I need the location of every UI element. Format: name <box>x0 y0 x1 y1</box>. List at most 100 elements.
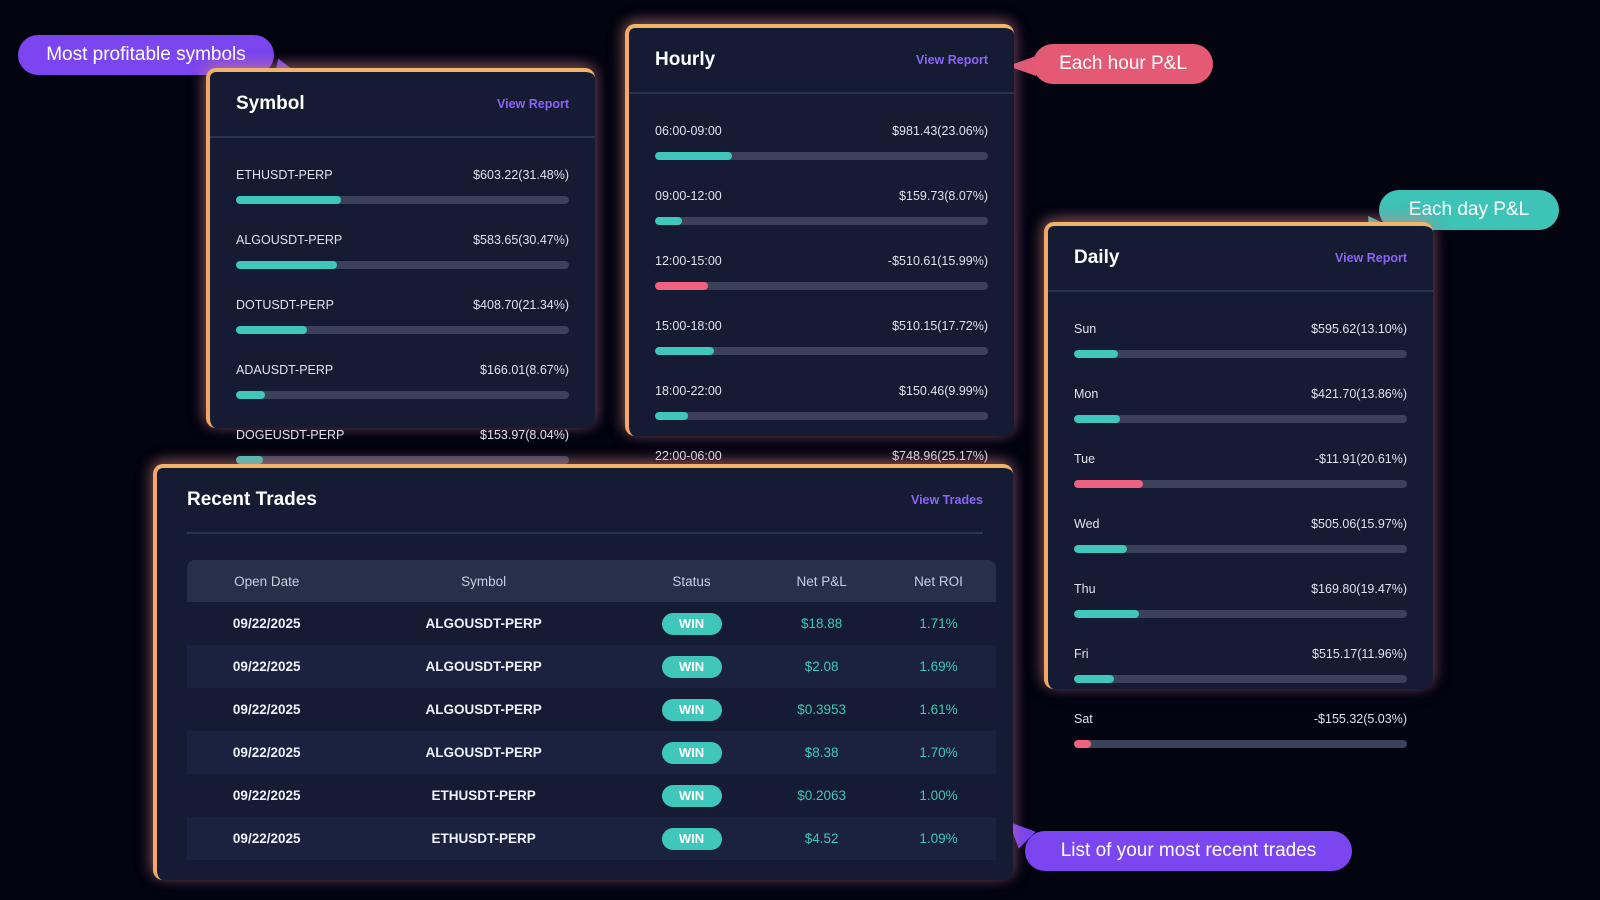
row-value: $603.22(31.48%) <box>473 168 569 182</box>
list-item: Wed $505.06(15.97%) <box>1074 511 1407 553</box>
row-top: 06:00-09:00 $981.43(23.06%) <box>655 118 988 138</box>
progress-bar <box>1074 610 1407 618</box>
list-item: DOGEUSDT-PERP $153.97(8.04%) <box>236 422 569 464</box>
progress-fill <box>236 196 341 204</box>
net-roi-cell: 1.00% <box>919 788 958 803</box>
progress-fill <box>655 217 682 225</box>
list-item: 06:00-09:00 $981.43(23.06%) <box>655 118 988 160</box>
view-report-link[interactable]: View Report <box>1334 251 1407 265</box>
progress-bar <box>1074 740 1407 748</box>
recent-trades-header: Recent Trades View Trades <box>187 468 983 534</box>
row-value: $408.70(21.34%) <box>473 298 569 312</box>
row-top: 18:00-22:00 $150.46(9.99%) <box>655 378 988 398</box>
row-value: -$11.91(20.61%) <box>1314 452 1407 466</box>
progress-fill <box>655 152 732 160</box>
symbol-card: Symbol View Report ETHUSDT-PERP $603.22(3… <box>206 68 595 464</box>
symbol-cell: ALGOUSDT-PERP <box>346 731 621 774</box>
progress-fill <box>236 456 263 464</box>
net-roi-cell: 1.09% <box>880 817 996 860</box>
row-label: DOTUSDT-PERP <box>236 298 334 312</box>
recent-trades-card: Recent Trades View Trades Open Date Symbo… <box>153 464 1013 880</box>
row-label: 09:00-12:00 <box>655 189 722 203</box>
progress-bar <box>1074 545 1407 553</box>
column-header[interactable]: Symbol <box>346 560 621 602</box>
symbol-cell: ETHUSDT-PERP <box>346 817 621 860</box>
row-label: 12:00-15:00 <box>655 254 722 268</box>
progress-bar <box>236 456 569 464</box>
progress-bar <box>1074 675 1407 683</box>
row-label: Mon <box>1074 387 1099 401</box>
table-row[interactable]: 09/22/2025 ALGOUSDT-PERP WIN $8.38 1.70% <box>187 731 996 774</box>
table-row[interactable]: 09/22/2025 ALGOUSDT-PERP WIN $2.08 1.69% <box>187 645 996 688</box>
column-header[interactable]: Open Date <box>187 560 347 602</box>
progress-bar <box>1074 415 1407 423</box>
list-item: Sun $595.62(13.10%) <box>1074 316 1407 358</box>
status-cell: WIN <box>621 688 763 731</box>
row-top: ETHUSDT-PERP $603.22(31.48%) <box>236 162 569 182</box>
progress-bar <box>655 217 988 225</box>
list-item: 18:00-22:00 $150.46(9.99%) <box>655 378 988 420</box>
progress-bar <box>236 391 569 399</box>
daily-card-header: Daily View Report <box>1048 226 1433 292</box>
progress-bar <box>655 152 988 160</box>
card-title: Symbol <box>236 93 305 114</box>
status-cell: WIN <box>620 731 763 774</box>
row-value: -$510.61(15.99%) <box>887 254 988 268</box>
table-row[interactable]: 09/22/2025 ALGOUSDT-PERP WIN $18.88 1.71% <box>187 602 996 645</box>
net-roi-cell: 1.70% <box>880 731 996 774</box>
symbol-cell: ETHUSDT-PERP <box>431 788 536 803</box>
open-date-cell: 09/22/2025 <box>187 645 347 688</box>
list-item: Tue -$11.91(20.61%) <box>1074 446 1407 488</box>
table-row[interactable]: 09/22/2025 ETHUSDT-PERP WIN $0.2063 1.00% <box>187 774 996 817</box>
column-header[interactable]: Status <box>620 560 763 602</box>
progress-fill <box>1074 610 1139 618</box>
row-label: DOGEUSDT-PERP <box>236 428 345 442</box>
row-value: $421.70(13.86%) <box>1311 387 1407 401</box>
hourly-card-header: Hourly View Report <box>629 28 1014 94</box>
net-pnl-cell: $8.38 <box>762 731 881 774</box>
view-trades-link[interactable]: View Trades <box>910 493 983 507</box>
progress-fill <box>655 347 714 355</box>
status-cell: WIN <box>621 774 763 817</box>
view-report-link[interactable]: View Report <box>915 53 988 67</box>
list-item: Sat -$155.32(5.03%) <box>1074 706 1407 748</box>
column-header[interactable]: Net ROI <box>880 560 996 602</box>
view-report-link[interactable]: View Report <box>496 97 569 111</box>
progress-fill <box>1074 545 1128 553</box>
row-top: Fri $515.17(11.96%) <box>1074 641 1407 661</box>
row-label: Sat <box>1074 712 1093 726</box>
open-date-cell: 09/22/2025 <box>232 702 301 717</box>
progress-fill <box>1074 415 1121 423</box>
progress-fill <box>655 282 709 290</box>
row-top: 09:00-12:00 $159.73(8.07%) <box>655 183 988 203</box>
progress-bar <box>236 261 569 269</box>
net-roi-cell: 1.71% <box>919 616 958 631</box>
progress-bar <box>1074 480 1407 488</box>
card-title: Hourly <box>655 49 716 70</box>
row-value: $153.97(8.04%) <box>480 428 569 442</box>
table-row[interactable]: 09/22/2025 ETHUSDT-PERP WIN $4.52 1.09% <box>187 817 996 860</box>
row-top: DOTUSDT-PERP $408.70(21.34%) <box>236 292 569 312</box>
row-label: 18:00-22:00 <box>655 384 722 398</box>
callout-most-profitable-symbols: Most profitable symbols <box>18 35 274 75</box>
status-cell: WIN <box>620 817 763 860</box>
row-value: $748.96(25.17%) <box>892 449 988 463</box>
row-value: $981.43(23.06%) <box>892 124 988 138</box>
status-cell: WIN <box>620 645 763 688</box>
daily-list: Sun $595.62(13.10%) Mon $421.70(13.86%) Tue -… <box>1048 292 1433 748</box>
table-row[interactable]: 09/22/2025 ALGOUSDT-PERP WIN $0.3953 1.61% <box>187 688 996 731</box>
status-badge: WIN <box>661 698 722 721</box>
net-pnl-cell: $2.08 <box>762 645 881 688</box>
status-badge: WIN <box>661 741 722 764</box>
net-pnl-cell: $4.52 <box>762 817 881 860</box>
callout-pointer-icon <box>1008 56 1036 76</box>
row-label: ADAUSDT-PERP <box>236 363 334 377</box>
progress-fill <box>1074 350 1118 358</box>
progress-fill <box>236 326 308 334</box>
status-badge: WIN <box>661 784 722 807</box>
progress-bar <box>655 282 988 290</box>
callout-each-hour-pnl: Each hour P&L <box>1033 44 1213 84</box>
column-header[interactable]: Net P&L <box>762 560 881 602</box>
callout-recent-trades: List of your most recent trades <box>1025 831 1352 871</box>
progress-bar <box>655 347 988 355</box>
